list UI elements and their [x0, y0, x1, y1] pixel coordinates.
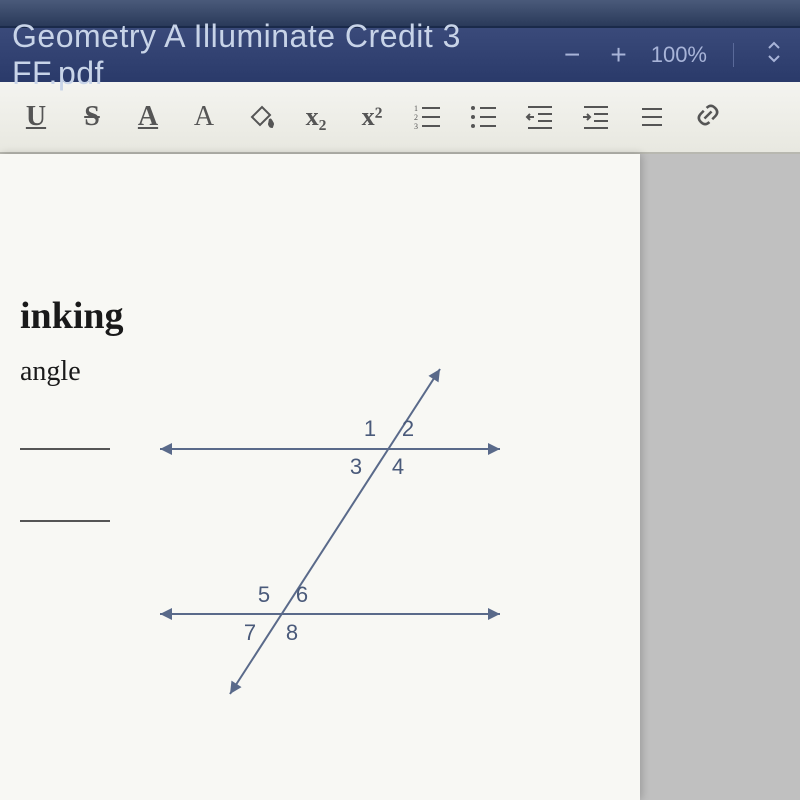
- svg-text:4: 4: [392, 454, 404, 479]
- answer-blank-2: [20, 520, 110, 522]
- outdent-icon: [524, 101, 556, 133]
- zoom-level-label: 100%: [651, 42, 707, 68]
- section-heading: inking: [20, 294, 620, 338]
- pdf-page: inking angle 12345678: [0, 154, 640, 800]
- indent-icon: [580, 101, 612, 133]
- paint-bucket-icon: [244, 101, 276, 133]
- svg-text:3: 3: [414, 122, 418, 131]
- zoom-out-button[interactable]: −: [558, 39, 586, 71]
- svg-text:1: 1: [364, 416, 376, 441]
- superscript-button[interactable]: x²: [348, 93, 396, 141]
- svg-text:2: 2: [414, 113, 418, 122]
- svg-text:7: 7: [244, 620, 256, 645]
- svg-text:6: 6: [296, 582, 308, 607]
- svg-text:5: 5: [258, 582, 270, 607]
- viewport-gutter: [640, 154, 800, 800]
- line-spacing-button[interactable]: [628, 93, 676, 141]
- bullet-list-button[interactable]: [460, 93, 508, 141]
- indent-button[interactable]: [572, 93, 620, 141]
- svg-text:1: 1: [414, 104, 418, 113]
- line-spacing-icon: [636, 101, 668, 133]
- underline-button[interactable]: U: [12, 93, 60, 141]
- parallel-lines-diagram: 1 2 3 4 5 6 7 8: [130, 354, 530, 714]
- numbered-list-button[interactable]: 1 2 3: [404, 93, 452, 141]
- zoom-dropdown-button[interactable]: [760, 39, 788, 71]
- answer-blank-1: [20, 448, 110, 450]
- zoom-in-button[interactable]: +: [604, 39, 632, 71]
- link-button[interactable]: [684, 93, 732, 141]
- bullet-list-icon: [468, 101, 500, 133]
- pdf-title-bar: Geometry A Illuminate Credit 3 FF.pdf − …: [0, 28, 800, 82]
- text-color-button[interactable]: A: [124, 93, 172, 141]
- numbered-list-icon: 1 2 3: [412, 101, 444, 133]
- subscript-label: x₂: [306, 102, 327, 132]
- document-viewport: inking angle 12345678: [0, 154, 800, 800]
- highlight-a-icon: A: [194, 101, 214, 133]
- svg-text:2: 2: [402, 416, 414, 441]
- outdent-button[interactable]: [516, 93, 564, 141]
- link-icon: [692, 101, 724, 133]
- divider: [733, 43, 734, 67]
- highlight-color-button[interactable]: A: [180, 93, 228, 141]
- zoom-controls: − + 100%: [558, 39, 788, 71]
- svg-text:8: 8: [286, 620, 298, 645]
- paint-bucket-button[interactable]: [236, 93, 284, 141]
- svg-text:3: 3: [350, 454, 362, 479]
- superscript-label: x²: [362, 102, 383, 132]
- document-filename: Geometry A Illuminate Credit 3 FF.pdf: [12, 18, 558, 92]
- strikethrough-button[interactable]: S: [68, 93, 116, 141]
- formatting-toolbar: U S A A x₂ x² 1 2 3: [0, 82, 800, 154]
- subscript-button[interactable]: x₂: [292, 93, 340, 141]
